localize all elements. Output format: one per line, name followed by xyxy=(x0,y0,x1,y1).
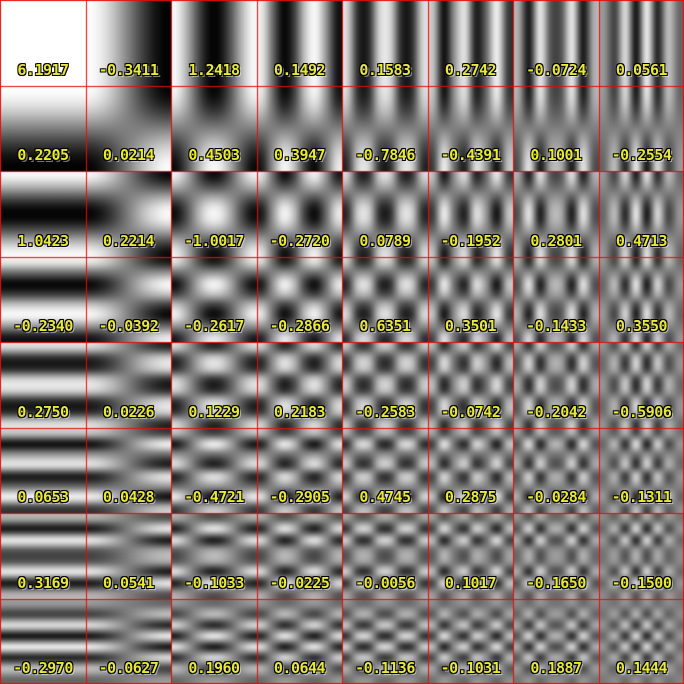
dct-coefficient-figure: 6.1917 -0.3411 1.2418 0.1492 0.1583 0.2742 -0.… xyxy=(0,0,684,684)
dct-basis-pattern-canvas xyxy=(0,0,684,684)
